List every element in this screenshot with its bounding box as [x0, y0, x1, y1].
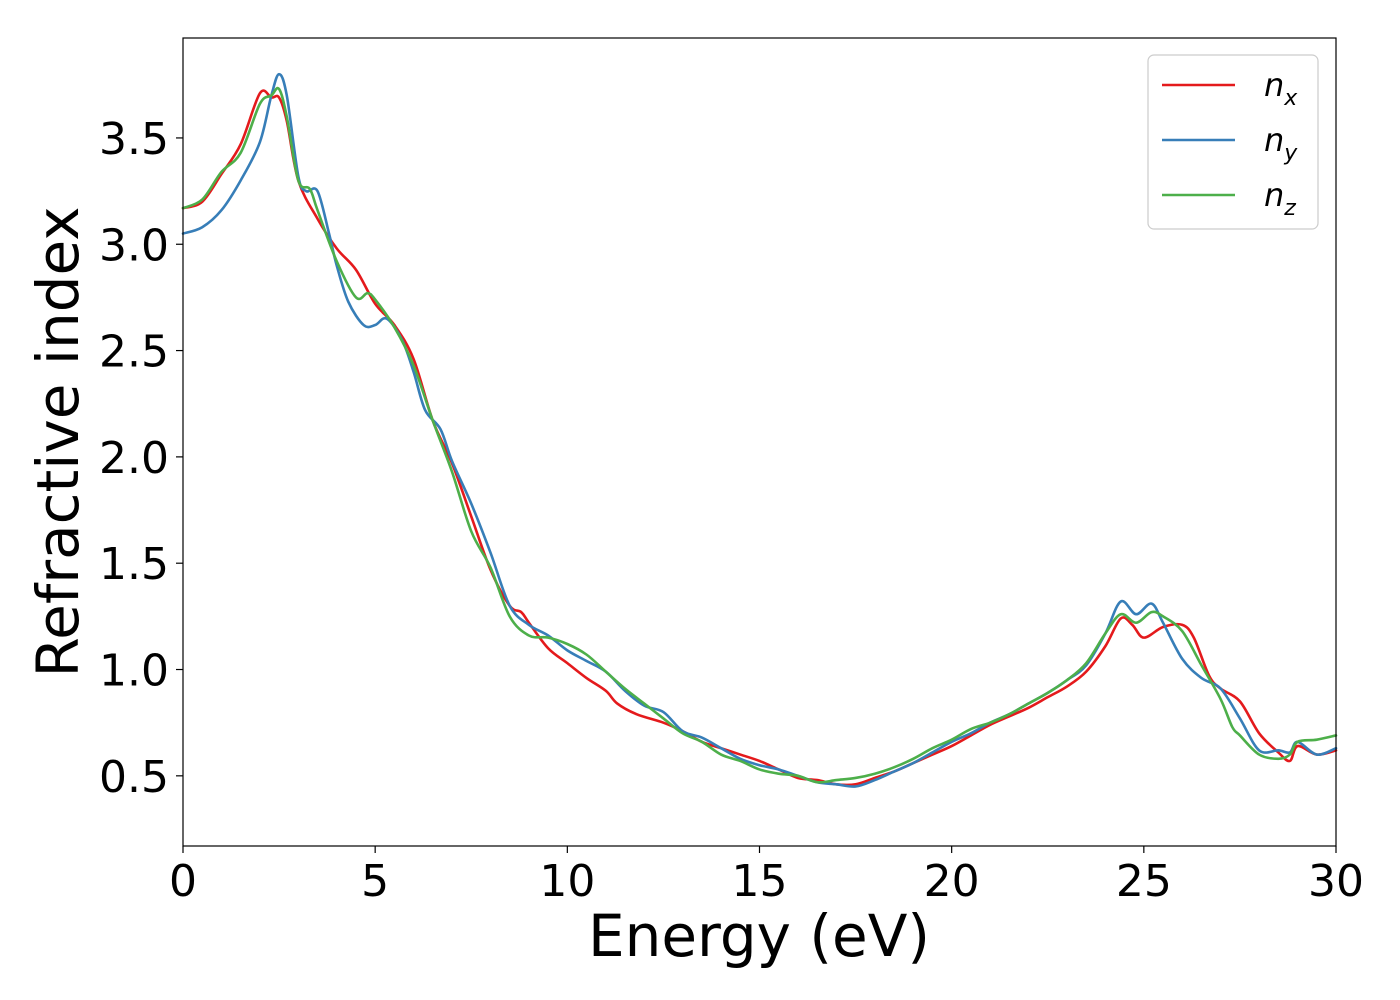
legend-label-y: ny [1264, 121, 1298, 166]
x-tick-label: 15 [732, 856, 788, 907]
y-tick-label: 1.5 [99, 539, 169, 590]
x-tick-label: 10 [539, 856, 595, 907]
x-axis-title: Energy (eV) [588, 902, 930, 970]
y-tick-label: 3.5 [99, 114, 169, 165]
x-tick-label: 25 [1116, 856, 1172, 907]
legend-label-x: nx [1264, 66, 1298, 111]
legend: nx ny nz [1147, 54, 1319, 230]
x-tick-label: 5 [361, 856, 389, 907]
y-tick-label: 0.5 [99, 752, 169, 803]
y-axis-title: Refractive index [24, 206, 92, 677]
y-tick-label: 2.0 [99, 433, 169, 484]
legend-box [1147, 54, 1319, 230]
y-axis-ticks: 0.5 1.0 1.5 2.0 2.5 3.0 3.5 [99, 114, 183, 803]
series-layer [181, 72, 1338, 788]
plot-area [183, 38, 1336, 846]
y-tick-label: 3.0 [99, 220, 169, 271]
y-tick-label: 1.0 [99, 646, 169, 697]
x-axis-ticks: 0 5 10 15 20 25 30 [169, 846, 1364, 907]
series-line-y [181, 72, 1338, 788]
series-line-x [181, 89, 1338, 787]
legend-label-z: nz [1264, 176, 1296, 221]
x-tick-label: 20 [924, 856, 980, 907]
y-tick-label: 2.5 [99, 327, 169, 378]
x-tick-label: 0 [169, 856, 197, 907]
series-line-z [181, 86, 1338, 784]
x-tick-label: 30 [1308, 856, 1364, 907]
